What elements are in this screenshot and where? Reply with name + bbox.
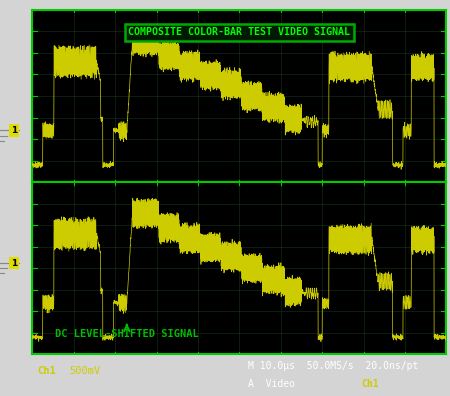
Text: 500mV: 500mV xyxy=(70,366,101,376)
Text: M 10.0μs  50.0MS/s  20.0ns/pt: M 10.0μs 50.0MS/s 20.0ns/pt xyxy=(248,361,418,371)
Text: 1: 1 xyxy=(11,259,17,268)
Text: Ch1: Ch1 xyxy=(37,366,56,376)
Text: DC LEVEL-SHIFTED SIGNAL: DC LEVEL-SHIFTED SIGNAL xyxy=(55,329,198,339)
Text: Ch1: Ch1 xyxy=(361,379,379,389)
Text: 1: 1 xyxy=(11,126,17,135)
Text: COMPOSITE COLOR-BAR TEST VIDEO SIGNAL: COMPOSITE COLOR-BAR TEST VIDEO SIGNAL xyxy=(128,27,351,37)
Text: A  Video: A Video xyxy=(248,379,295,389)
